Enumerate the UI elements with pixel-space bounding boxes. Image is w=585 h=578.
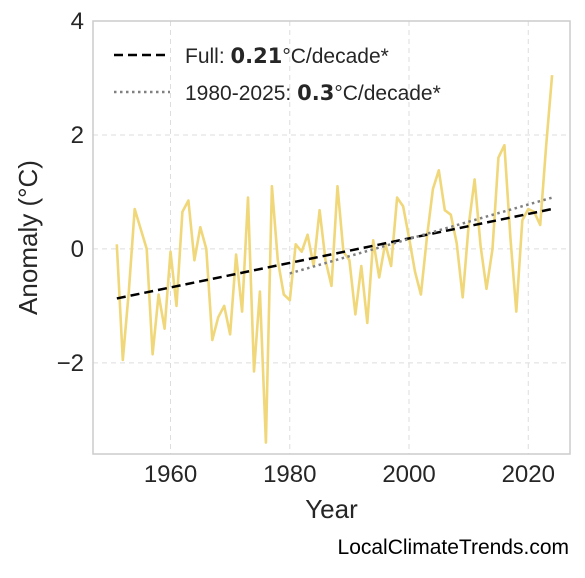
plot-area	[93, 21, 570, 454]
y-tick-4: 4	[71, 8, 84, 35]
series-layer	[115, 74, 554, 444]
legend-label-recent: 1980-2025: 0.3°C/decade*	[185, 81, 441, 105]
x-tick-labels: 1960 1980 2000 2020	[144, 461, 555, 488]
x-tick-2020: 2020	[502, 461, 555, 488]
legend: Full: 0.21°C/decade* 1980-2025: 0.3°C/de…	[114, 44, 441, 105]
series-line-0	[115, 74, 554, 444]
trend-layer	[116, 196, 553, 300]
plot-frame	[92, 20, 571, 455]
y-tick-2: 2	[71, 122, 84, 149]
x-tick-1960: 1960	[144, 461, 197, 488]
source-credit: LocalClimateTrends.com	[337, 536, 569, 559]
y-tick--2: −2	[57, 350, 84, 377]
trend-line-full	[116, 207, 553, 300]
legend-label-full: Full: 0.21°C/decade*	[185, 44, 389, 68]
x-tick-1980: 1980	[263, 461, 316, 488]
x-axis-label: Year	[305, 494, 358, 524]
y-tick-0: 0	[71, 236, 84, 263]
y-tick-labels: 4 2 0 −2	[57, 8, 84, 377]
x-tick-2000: 2000	[382, 461, 435, 488]
y-axis-label: Anomaly (°C)	[13, 160, 43, 315]
